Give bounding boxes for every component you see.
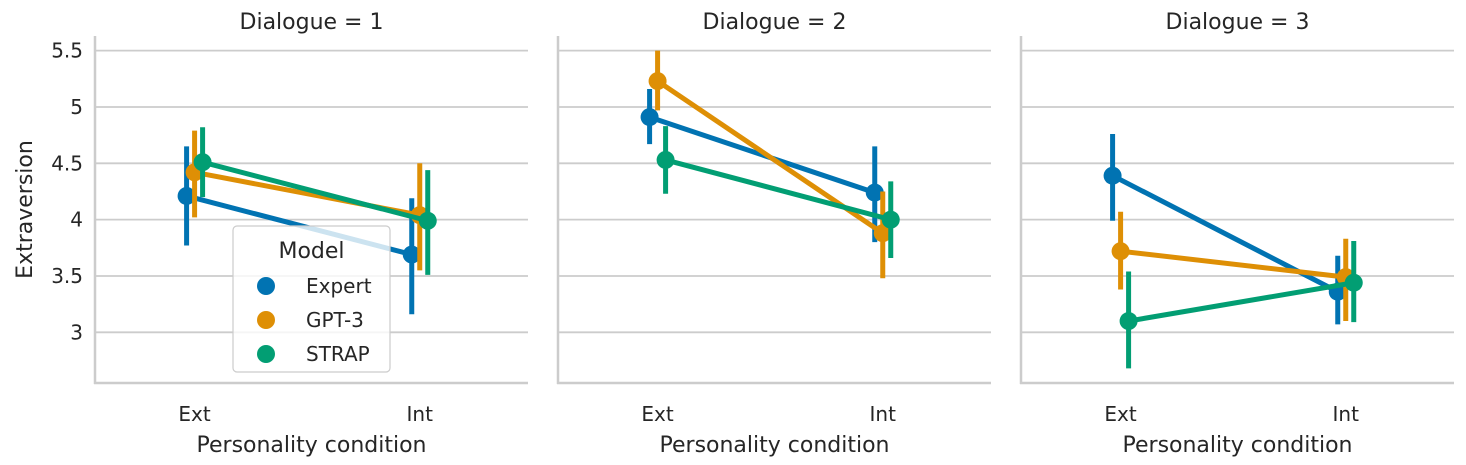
x-tick-label: Ext <box>1104 402 1136 426</box>
data-point <box>1344 273 1363 292</box>
legend-marker <box>257 311 275 329</box>
x-axis-label: Personality condition <box>660 433 890 458</box>
data-point <box>640 108 659 127</box>
legend-marker <box>257 345 275 363</box>
x-axis-label: Personality condition <box>197 433 427 458</box>
data-point <box>177 186 196 205</box>
data-point <box>402 245 421 264</box>
series-gpt-3 <box>1111 211 1355 322</box>
y-tick-label: 5 <box>70 95 83 119</box>
panel-2: Ext Int Personality condition Dialogue = 2 <box>556 10 991 458</box>
legend-title: Model <box>278 239 344 264</box>
panel-title: Dialogue = 1 <box>240 10 384 35</box>
series-strap <box>1119 241 1363 369</box>
series-line <box>1128 280 1355 324</box>
panel-title: Dialogue = 2 <box>703 10 847 35</box>
x-tick-label: Int <box>407 402 434 426</box>
data-point <box>418 211 437 230</box>
series-strap <box>656 126 900 258</box>
data-point <box>1111 242 1130 261</box>
data-point <box>1119 312 1138 331</box>
legend-box <box>232 225 391 373</box>
legend-entry: GPT-3 <box>306 308 364 332</box>
legend: Model Expert GPT-3 STRAP <box>232 225 391 373</box>
x-tick-label: Ext <box>641 402 673 426</box>
x-axis-label: Personality condition <box>1123 433 1353 458</box>
data-point <box>881 210 900 229</box>
series-line <box>648 114 876 195</box>
data-point <box>648 72 667 91</box>
series-strap <box>193 127 437 275</box>
panel-3: Ext Int Personality condition Dialogue = 3 <box>1019 10 1454 458</box>
y-tick-label: 3.5 <box>51 264 83 288</box>
legend-marker <box>257 277 275 295</box>
series-line <box>1120 248 1347 280</box>
y-tick-label: 4 <box>70 208 83 232</box>
x-tick-label: Int <box>1333 402 1360 426</box>
x-tick-label: Int <box>870 402 897 426</box>
data-point <box>873 224 892 243</box>
panel-1: 3 3.5 4 4.5 5 5.5 Ext Int Personality condition D… <box>51 10 528 458</box>
y-axis-label: Extraversion <box>13 140 38 279</box>
legend-entry: STRAP <box>306 342 370 366</box>
y-tick-label: 5.5 <box>51 39 83 63</box>
y-tick-label: 4.5 <box>51 151 83 175</box>
data-point <box>656 150 675 169</box>
panel-title: Dialogue = 3 <box>1166 10 1310 35</box>
series-line <box>664 157 892 223</box>
y-tick-label: 3 <box>70 320 83 344</box>
data-point <box>1103 166 1122 185</box>
series-line <box>201 159 429 224</box>
legend-entry: Expert <box>306 274 372 298</box>
x-tick-label: Ext <box>178 402 210 426</box>
data-point <box>193 153 212 172</box>
data-point <box>865 183 884 202</box>
